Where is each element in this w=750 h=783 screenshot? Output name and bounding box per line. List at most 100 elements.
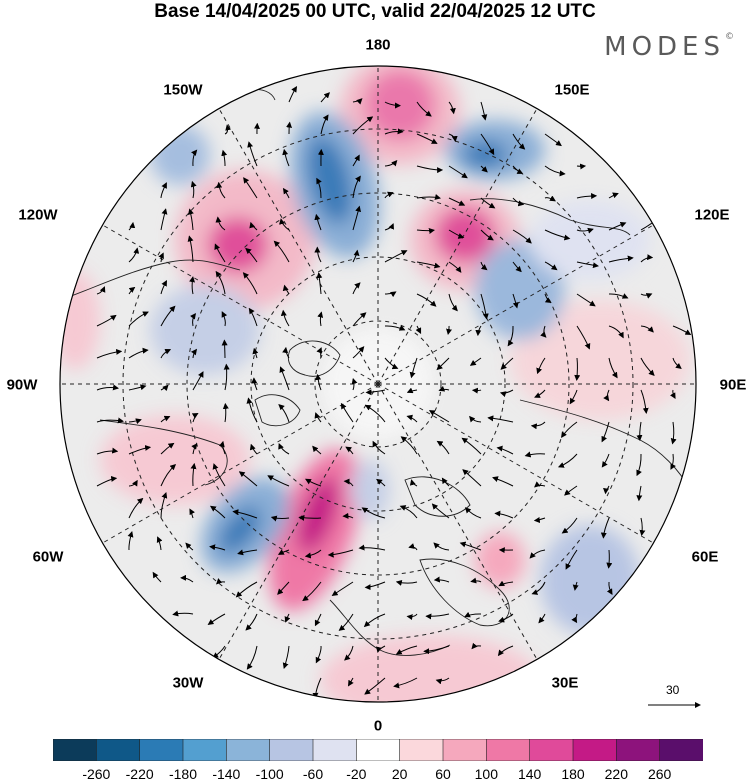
wind-arrow	[640, 389, 649, 414]
wind-arrow	[524, 451, 546, 458]
wind-arrow	[128, 418, 142, 425]
wind-arrow	[448, 133, 458, 143]
wind-arrow	[251, 377, 258, 391]
wind-arrow	[416, 228, 435, 234]
wind-arrow	[640, 357, 655, 377]
wind-arrow	[156, 536, 163, 551]
meridian-line	[377, 108, 538, 385]
wind-arrow	[315, 645, 322, 664]
wind-arrow	[540, 325, 547, 338]
wind-arrow	[384, 159, 398, 167]
wind-arrow	[246, 645, 258, 670]
wind-arrow	[128, 311, 149, 327]
wind-arrow	[364, 677, 386, 695]
wind-arrow	[406, 613, 418, 621]
colorbar-tick-label: -60	[302, 766, 324, 782]
colorbar-swatch	[399, 739, 444, 761]
wind-arrow	[223, 363, 230, 391]
colorbar	[53, 739, 703, 761]
wind-arrow	[242, 272, 258, 295]
wind-arrow	[344, 645, 354, 661]
wind-arrow	[218, 440, 226, 455]
wind-arrow	[361, 507, 386, 519]
wind-arrow	[469, 357, 482, 366]
colorbar-swatch	[356, 739, 401, 761]
wind-arrow	[160, 182, 167, 199]
colorbar-tick-label: 260	[647, 766, 672, 782]
lon-label-0: 0	[373, 717, 383, 735]
wind-arrow	[273, 240, 290, 263]
coastline	[404, 476, 471, 517]
wind-arrow	[128, 497, 144, 519]
wind-arrow	[237, 549, 258, 556]
wind-arrow	[576, 227, 594, 234]
positive-anomaly	[435, 207, 495, 263]
wind-arrow	[464, 507, 482, 519]
wind-arrow	[192, 371, 204, 391]
wind-arrow	[448, 229, 465, 239]
logo-text: MODES	[604, 32, 725, 62]
wind-arrow	[561, 517, 578, 534]
wind-arrow	[512, 261, 522, 273]
wind-arrow	[500, 357, 514, 370]
wind-arrow	[352, 98, 363, 105]
wind-arrow	[438, 385, 450, 392]
coastline	[99, 419, 228, 486]
wind-arrow	[315, 373, 322, 391]
wind-arrow	[364, 404, 386, 423]
wind-arrow	[96, 447, 119, 455]
wind-arrow	[572, 581, 579, 591]
wind-arrow	[160, 348, 172, 359]
wind-arrow	[384, 291, 397, 298]
wind-arrow	[316, 272, 323, 295]
colorbar-tick-label: -100	[255, 766, 284, 782]
meridian-line	[377, 224, 654, 385]
colorbar-tick-label: -220	[125, 766, 154, 782]
wind-arrow	[576, 293, 596, 307]
wind-arrow	[347, 677, 354, 687]
wind-arrow	[536, 357, 546, 375]
wind-arrow	[415, 325, 422, 334]
wind-arrow	[312, 445, 322, 455]
wind-arrow	[512, 133, 526, 150]
wind-arrow	[395, 645, 418, 655]
wind-arrow	[384, 128, 404, 135]
wind-arrow	[544, 165, 566, 177]
lon-label-120w: 120W	[18, 206, 58, 224]
wind-arrow	[249, 443, 258, 455]
wind-arrow	[471, 642, 482, 650]
wind-arrow	[416, 261, 441, 269]
colorbar-tick-label: 140	[517, 766, 542, 782]
wind-arrow	[431, 503, 450, 519]
colorbar-tick-label: 220	[604, 766, 629, 782]
wind-arrow	[191, 412, 199, 423]
meridian-line	[102, 224, 379, 385]
wind-arrow	[214, 243, 226, 263]
wind-arrow	[331, 581, 354, 596]
lon-label-120e: 120E	[694, 206, 730, 224]
lon-label-30w: 30W	[172, 674, 204, 692]
wind-arrow	[565, 549, 578, 570]
negative-anomaly	[150, 285, 260, 375]
colorbar-tick-label: 100	[474, 766, 499, 782]
wind-arrow	[423, 645, 450, 655]
negative-anomaly	[307, 136, 353, 224]
colorbar-swatch	[182, 739, 228, 761]
wind-arrow	[544, 229, 571, 241]
wind-arrow	[215, 216, 226, 231]
map-title: Base 14/04/2025 00 UTC, valid 22/04/2025…	[154, 1, 596, 22]
wind-arrow	[608, 255, 634, 263]
wind-arrow	[640, 254, 654, 263]
coastline	[254, 394, 301, 427]
wind-arrow	[207, 613, 226, 625]
wind-arrow	[576, 193, 598, 200]
wind-arrow	[280, 309, 290, 327]
lon-label-150e: 150E	[554, 81, 590, 99]
lon-label-60w: 60W	[32, 548, 64, 566]
lon-label-60e: 60E	[691, 548, 719, 566]
wind-arrow	[245, 613, 258, 631]
wind-arrow	[128, 347, 149, 359]
wind-arrow	[670, 421, 677, 445]
colorbar-swatch	[269, 739, 314, 761]
